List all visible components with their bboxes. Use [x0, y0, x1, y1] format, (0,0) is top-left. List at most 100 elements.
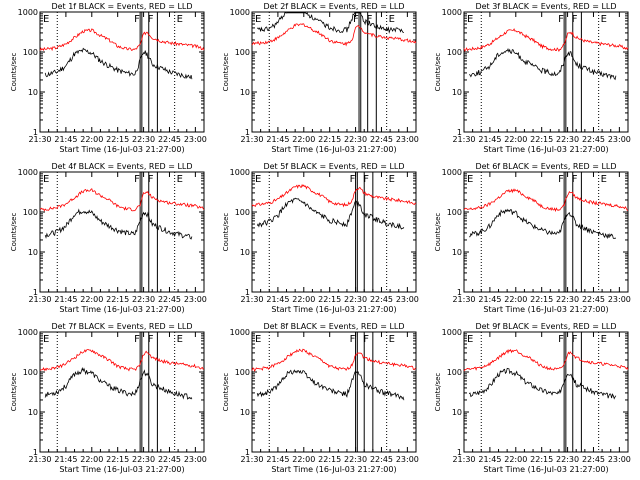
x-tick-label: 22:45 — [582, 455, 605, 464]
y-tick-label: 10 — [240, 408, 250, 417]
x-tick-label: 22:15 — [318, 455, 341, 464]
series-line-lld — [463, 348, 629, 372]
plot-frame — [251, 11, 417, 133]
plot-frame — [39, 171, 205, 293]
panel-title: Det 9f BLACK = Events, RED = LLD — [475, 322, 616, 331]
series-line-lld — [39, 28, 205, 52]
x-tick-label: 22:15 — [530, 135, 553, 144]
y-axis-label: Counts/sec — [222, 53, 230, 92]
y-tick-label: 10 — [28, 88, 38, 97]
x-tick-label: 21:45 — [54, 455, 77, 464]
x-tick-label: 21:45 — [478, 455, 501, 464]
x-tick-label: 22:00 — [504, 295, 527, 304]
series-line-lld — [463, 188, 629, 213]
y-tick-label: 1000 — [230, 8, 250, 17]
x-tick-label: 22:30 — [556, 295, 579, 304]
marker-label: E — [467, 334, 473, 345]
x-tick-label: 22:45 — [158, 135, 181, 144]
series-line-events — [469, 208, 616, 240]
x-axis-label: Start Time (16-Jul-03 21:27:00) — [59, 305, 184, 314]
x-tick-label: 23:00 — [608, 135, 631, 144]
chart-panel-1: Det 1f BLACK = Events, RED = LLD F F E E 1 10 1… — [10, 2, 207, 154]
chart-panel-5: Det 5f BLACK = Events, RED = LLD F F E E 1 10 1… — [222, 162, 419, 314]
x-tick-label: 23:00 — [396, 135, 419, 144]
series-line-lld — [39, 188, 205, 212]
marker-label: F — [558, 334, 564, 345]
x-tick-label: 23:00 — [184, 295, 207, 304]
chart-panel-7: Det 7f BLACK = Events, RED = LLD F F E E 1 10 1… — [10, 322, 207, 474]
x-axis-label: Start Time (16-Jul-03 21:27:00) — [59, 145, 184, 154]
y-tick-label: 1 — [457, 448, 462, 457]
marker-label: E — [467, 14, 473, 25]
x-tick-label: 23:00 — [396, 295, 419, 304]
series-line-lld — [251, 183, 417, 208]
chart-panel-2: Det 2f BLACK = Events, RED = LLD F F E E 1 10 1… — [222, 2, 419, 154]
series-line-events — [256, 197, 405, 230]
x-axis-label: Start Time (16-Jul-03 21:27:00) — [483, 465, 608, 474]
y-tick-label: 1 — [245, 128, 250, 137]
x-tick-label: 22:30 — [344, 295, 367, 304]
marker-label: F — [134, 334, 140, 345]
x-tick-label: 22:00 — [504, 135, 527, 144]
y-tick-label: 1 — [457, 288, 462, 297]
y-tick-label: 1000 — [18, 328, 38, 337]
x-tick-label: 22:45 — [370, 455, 393, 464]
x-tick-label: 22:15 — [106, 455, 129, 464]
chart-panel-9: Det 9f BLACK = Events, RED = LLD F F E E 1 10 1… — [434, 322, 631, 474]
series-line-lld — [251, 348, 417, 372]
marker-label: F — [572, 14, 578, 25]
y-tick-label: 100 — [447, 48, 462, 57]
y-tick-label: 1000 — [442, 168, 462, 177]
x-tick-label: 22:15 — [530, 295, 553, 304]
marker-label: F — [134, 174, 140, 185]
plot-frame — [463, 171, 629, 293]
plot-frame — [463, 11, 629, 133]
x-tick-label: 21:45 — [478, 135, 501, 144]
x-tick-label: 22:00 — [292, 135, 315, 144]
y-tick-label: 1000 — [18, 8, 38, 17]
x-tick-label: 22:00 — [292, 295, 315, 304]
marker-label: E — [389, 14, 395, 25]
x-tick-label: 22:45 — [370, 135, 393, 144]
plot-frame — [463, 331, 629, 453]
y-tick-label: 10 — [452, 248, 462, 257]
x-tick-label: 23:00 — [184, 135, 207, 144]
marker-label: F — [134, 14, 140, 25]
y-tick-label: 10 — [452, 408, 462, 417]
x-tick-label: 21:30 — [28, 135, 51, 144]
y-tick-label: 10 — [452, 88, 462, 97]
marker-label: F — [148, 174, 154, 185]
x-tick-label: 21:30 — [28, 295, 51, 304]
y-tick-label: 10 — [240, 88, 250, 97]
x-tick-label: 22:00 — [292, 455, 315, 464]
series-line-events — [44, 47, 193, 80]
y-tick-label: 10 — [240, 248, 250, 257]
series-line-lld — [39, 349, 205, 372]
chart-panel-6: Det 6f BLACK = Events, RED = LLD F F E E 1 10 1… — [434, 162, 631, 314]
marker-label: F — [363, 334, 369, 345]
panel-title: Det 5f BLACK = Events, RED = LLD — [263, 162, 404, 171]
y-tick-label: 100 — [23, 368, 38, 377]
x-tick-label: 22:00 — [80, 135, 103, 144]
y-tick-label: 100 — [447, 368, 462, 377]
x-tick-label: 22:15 — [106, 295, 129, 304]
marker-label: E — [43, 14, 49, 25]
series-line-lld — [463, 28, 629, 53]
x-tick-label: 23:00 — [184, 455, 207, 464]
panel-title: Det 1f BLACK = Events, RED = LLD — [51, 2, 192, 11]
marker-label: E — [389, 174, 395, 185]
marker-label: F — [363, 174, 369, 185]
x-tick-label: 23:00 — [608, 455, 631, 464]
y-axis-label: Counts/sec — [434, 213, 442, 252]
x-tick-label: 22:30 — [132, 295, 155, 304]
x-tick-label: 22:30 — [556, 135, 579, 144]
marker-label: E — [389, 334, 395, 345]
x-tick-label: 21:45 — [266, 135, 289, 144]
x-tick-label: 22:45 — [582, 135, 605, 144]
x-tick-label: 21:45 — [54, 135, 77, 144]
x-axis-label: Start Time (16-Jul-03 21:27:00) — [483, 305, 608, 314]
chart-panel-8: Det 8f BLACK = Events, RED = LLD F F E E 1 10 1… — [222, 322, 419, 474]
marker-label: F — [572, 174, 578, 185]
x-tick-label: 21:30 — [28, 455, 51, 464]
